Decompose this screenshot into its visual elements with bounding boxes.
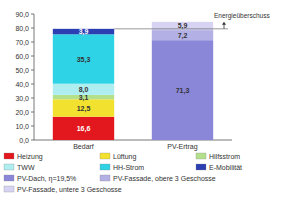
data-label: 12,5 <box>77 105 91 113</box>
tick-label: 80,0 <box>15 25 29 32</box>
legend-swatch <box>4 164 14 170</box>
legend-swatch <box>4 186 14 192</box>
data-label: 7,2 <box>178 32 188 40</box>
legend-swatch <box>4 153 14 159</box>
tick-mark <box>31 126 34 127</box>
legend-swatch <box>100 164 110 170</box>
tick-mark <box>31 14 34 15</box>
tick-mark <box>31 84 34 85</box>
annotation-arrowhead <box>222 22 226 25</box>
data-label: 5,9 <box>178 22 188 30</box>
bar-segment <box>152 30 213 40</box>
legend-swatch <box>100 153 110 159</box>
bar-segment <box>53 117 114 140</box>
legend-swatch <box>100 175 110 181</box>
legend-swatch <box>196 164 206 170</box>
tick-label: 20,0 <box>15 109 29 116</box>
data-label: 3,9 <box>79 28 89 36</box>
data-label: 8,0 <box>79 86 89 94</box>
legend-label: Hilfsstrom <box>209 153 240 160</box>
tick-mark <box>31 140 34 141</box>
data-label: 35,3 <box>77 56 91 64</box>
legend-label: PV-Fassade, untere 3 Geschosse <box>17 186 122 193</box>
legend-label: HH-Strom <box>113 164 144 171</box>
tick-label: 40,0 <box>15 81 29 88</box>
chart: 0,0 10,0 20,0 30,0 40,0 50,0 60,0 70,0 80,0 90,0 1… <box>0 0 300 200</box>
tick-label: 50,0 <box>15 67 29 74</box>
tick-label: 70,0 <box>15 39 29 46</box>
legend-label: E-Mobilität <box>209 164 242 171</box>
tick-mark <box>31 98 34 99</box>
tick-mark <box>31 56 34 57</box>
legend-swatch <box>4 175 14 181</box>
tick-mark <box>31 70 34 71</box>
bar-segment <box>53 99 114 117</box>
legend-label: TWW <box>17 164 35 171</box>
data-label: 3,1 <box>79 94 89 102</box>
annotation: Energieüberschuss <box>214 12 270 20</box>
tick-mark <box>31 28 34 29</box>
category-label: Bedarf <box>73 143 94 150</box>
tick-label: 30,0 <box>15 95 29 102</box>
data-label: 16,6 <box>77 125 91 133</box>
bar-segment <box>53 34 114 83</box>
tick-mark <box>31 112 34 113</box>
data-labels: 16,6 12,5 3,18,0 35,3 3,9 71,3 7,2 5,9 <box>77 22 190 132</box>
annotation-guide <box>114 28 228 29</box>
legend: Heizung Lüftung Hilfsstrom TWW HH-Strom E-Mob… <box>4 153 242 193</box>
legend-swatch <box>196 153 206 159</box>
tick-mark <box>31 42 34 43</box>
legend-label: PV-Dach, η=19,5% <box>17 175 76 183</box>
bar-segment <box>152 40 213 140</box>
tick-label: 60,0 <box>15 53 29 60</box>
category-label: PV-Ertrag <box>167 143 197 151</box>
tick-label: 10,0 <box>15 123 29 130</box>
tick-label: 0,0 <box>19 137 29 144</box>
legend-label: PV-Fassade, obere 3 Geschosse <box>113 175 216 182</box>
legend-label: Lüftung <box>113 153 136 161</box>
legend-label: Heizung <box>17 153 43 161</box>
y-axis <box>34 14 35 140</box>
data-label: 71,3 <box>176 87 190 95</box>
tick-label: 90,0 <box>15 11 29 18</box>
bars <box>53 22 213 140</box>
